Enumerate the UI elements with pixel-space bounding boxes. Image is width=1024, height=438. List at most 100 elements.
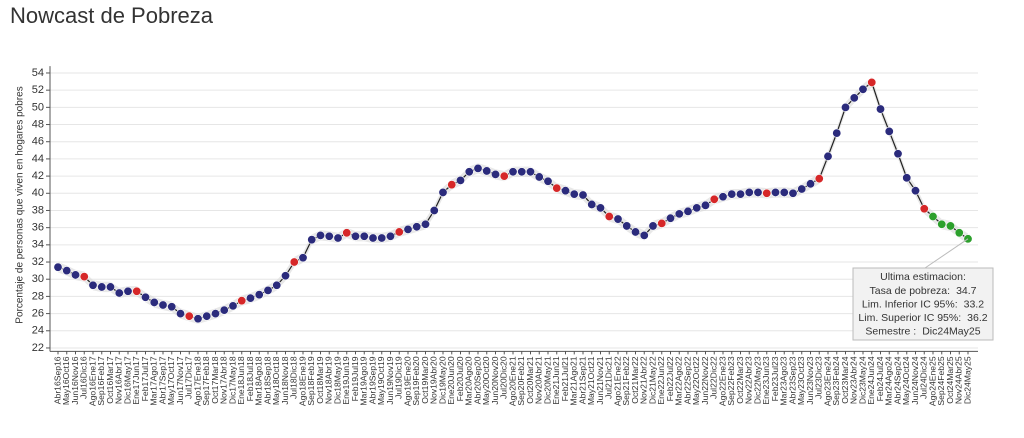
y-tick-label: 40 [32, 187, 44, 199]
x-tick-label: Dic19May20 [437, 356, 447, 404]
x-tick-label: Oct22Mar23 [735, 356, 745, 404]
point [202, 311, 212, 321]
x-tick-label: Dic24May25 [962, 356, 972, 404]
point [429, 205, 439, 215]
x-tick-label: Mar18Ago18 [254, 356, 264, 405]
point [158, 300, 168, 310]
point [482, 166, 492, 176]
point [455, 175, 465, 185]
point [508, 167, 518, 177]
x-tick-label: Ene22Jun22 [656, 356, 666, 404]
point [412, 222, 422, 232]
y-tick-label: 30 [32, 273, 44, 285]
point [779, 187, 789, 197]
x-tick-label: Dic23May24 [857, 356, 867, 404]
x-tick-label: Jul22Dic22 [709, 356, 719, 399]
x-tick-label: Nov16Abr17 [114, 356, 124, 404]
x-tick-label: Dic16May17 [122, 356, 132, 404]
x-tick-label: Feb18Jul18 [245, 356, 255, 401]
point [132, 286, 142, 296]
annotation-value: 36.2 [967, 312, 988, 324]
point [674, 209, 684, 219]
point [954, 228, 964, 238]
x-tick-label: Abr20Sep20 [472, 356, 482, 404]
y-tick-label: 52 [32, 84, 44, 96]
x-tick-label: Jun16Nov16 [70, 356, 80, 404]
point [167, 302, 177, 312]
point [377, 233, 387, 243]
point [464, 167, 474, 177]
chart-title: Nowcast de Pobreza [10, 3, 214, 28]
annotation-value: Dic24May25 [922, 325, 981, 337]
x-tick-label: May20Oct20 [481, 356, 491, 405]
point [254, 290, 264, 300]
x-tick-label: Sep20Feb21 [516, 356, 526, 405]
x-tick-label: Ago18Ene19 [297, 356, 307, 406]
x-tick-label: Jul20Dic20 [499, 356, 509, 399]
x-tick-label: Abr16Sep16 [52, 356, 62, 404]
x-tick-label: Oct20Mar21 [525, 356, 535, 404]
point [762, 188, 772, 198]
x-tick-label: Feb23Jul23 [770, 356, 780, 401]
y-tick-label: 54 [32, 67, 44, 79]
point [919, 204, 929, 214]
point [272, 280, 282, 290]
annotation-line: Tasa de pobreza: 34.7 [870, 285, 977, 297]
point [560, 186, 570, 196]
x-tick-label: Sep21Feb22 [621, 356, 631, 405]
point [385, 231, 395, 241]
x-tick-label: Ago22Ene23 [717, 356, 727, 406]
annotation-label: Tasa de pobreza: [870, 285, 951, 297]
point [438, 187, 448, 197]
point [604, 211, 614, 221]
point [447, 180, 457, 190]
point [315, 230, 325, 240]
x-tick-label: Oct21Mar22 [630, 356, 640, 404]
x-tick-label: Ago16Ene17 [87, 356, 97, 406]
point [97, 282, 107, 292]
x-tick-label: Feb17Jul17 [140, 356, 150, 401]
point [88, 280, 98, 290]
point [849, 93, 859, 103]
point [648, 221, 658, 231]
x-tick-label: Jul21Dic21 [604, 356, 614, 399]
point [368, 233, 378, 243]
x-tick-label: Sep23Feb24 [831, 356, 841, 405]
annotation-box [852, 267, 994, 341]
point [394, 227, 404, 237]
point [665, 213, 675, 223]
point [342, 228, 352, 238]
point [237, 296, 247, 306]
x-tick-label: May18Oct18 [271, 356, 281, 405]
x-tick-label: Ago21Ene22 [612, 356, 622, 406]
y-tick-label: 50 [32, 101, 44, 113]
point [176, 309, 186, 319]
x-tick-label: Mar22Ago22 [674, 356, 684, 405]
annotation-line: Lim. Inferior IC 95%: 33.2 [862, 298, 984, 310]
y-tick-label: 28 [32, 290, 44, 302]
x-tick-label: Abr17Sep17 [157, 356, 167, 404]
point [263, 285, 273, 295]
y-tick-label: 34 [32, 239, 44, 251]
x-tick-label: Ene20Jun20 [446, 356, 456, 404]
x-tick-label: Jul24Dic24 [919, 356, 929, 399]
x-tick-label: Feb24Jul24 [875, 356, 885, 401]
point [184, 311, 194, 321]
x-tick-label: Oct17Mar18 [210, 356, 220, 404]
x-tick-label: Dic18May19 [332, 356, 342, 404]
point [875, 104, 885, 114]
point [149, 297, 159, 307]
x-tick-label: Nov24Abr25 [954, 356, 964, 404]
point [420, 219, 430, 229]
point [595, 203, 605, 213]
point [71, 270, 81, 280]
x-tick-label: Jun24Nov24 [910, 356, 920, 404]
x-tick-label: Oct16Mar17 [105, 356, 115, 404]
x-tick-label: Jul16Dic16 [79, 356, 89, 399]
point [945, 221, 955, 231]
x-tick-label: Ene24Jun24 [866, 356, 876, 404]
x-tick-label: Jun20Nov20 [490, 356, 500, 404]
x-tick-label: Ene17Jun17 [131, 356, 141, 404]
point [709, 194, 719, 204]
x-tick-label: Sep24Feb25 [936, 356, 946, 405]
